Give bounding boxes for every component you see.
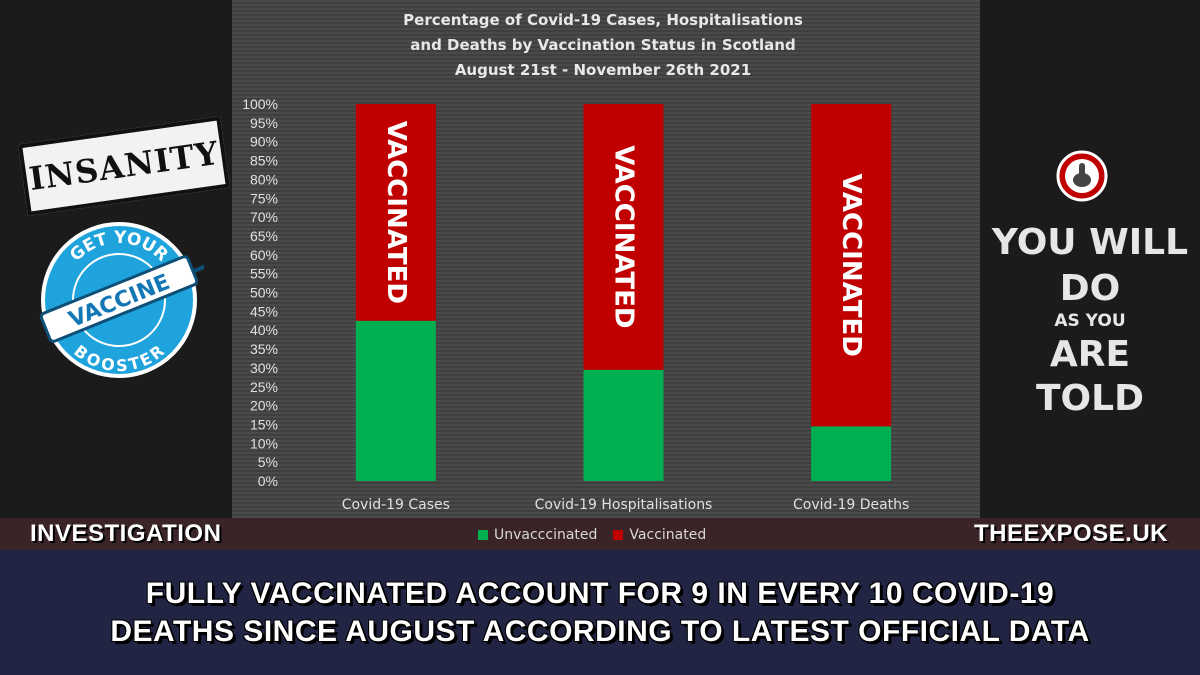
headline-line-1: FULLY VACCINATED ACCOUNT FOR 9 IN EVERY … (145, 576, 1055, 610)
y-tick-label: 75% (250, 190, 278, 206)
chart-legend: Unvacccinated Vaccinated (478, 524, 706, 546)
stamp-text: INSANITY (26, 133, 222, 199)
slogan-line-3: AS YOU (1054, 311, 1126, 331)
bars: VACCINATED VACCINATED VACCINATED (355, 104, 892, 481)
bar-chart: Percentage of Covid-19 Cases, Hospitalis… (242, 11, 910, 513)
slogan-line-2: DO (1059, 268, 1121, 309)
syringe-icon (39, 255, 204, 343)
headline-box: FULLY VACCINATED ACCOUNT FOR 9 IN EVERY … (0, 550, 1200, 675)
chart-panel: Percentage of Covid-19 Cases, Hospitalis… (232, 0, 980, 520)
legend-item-unvaccinated: Unvacccinated (478, 527, 597, 543)
y-tick-label: 20% (250, 398, 278, 414)
bar-vaccinated-3 (811, 104, 892, 427)
y-tick-label: 90% (250, 134, 278, 150)
slogan-line-4: ARE (1049, 334, 1131, 375)
y-axis-ticks: 0% 5% 10% 15% 20% 25% 30% 35% 40% 45% 50% 55% 60% 65%… (242, 96, 278, 489)
y-tick-label: 65% (250, 228, 278, 244)
site-tag: THEEXPOSE.UK (973, 520, 1168, 547)
slogan-line-1: YOU WILL (991, 222, 1189, 263)
y-tick-label: 70% (250, 209, 278, 225)
legend-swatch (478, 530, 488, 540)
y-tick-label: 35% (250, 341, 278, 357)
legend-item-vaccinated: Vaccinated (613, 527, 706, 543)
y-tick-label: 10% (250, 435, 278, 451)
y-tick-label: 95% (250, 115, 278, 131)
slogan-line-5: TOLD (1036, 378, 1144, 419)
y-tick-label: 85% (250, 153, 278, 169)
bar-unvaccinated-1 (355, 320, 436, 481)
bar-vaccinated-1 (355, 104, 436, 321)
y-tick-label: 100% (242, 96, 278, 112)
x-axis-categories: Covid-19 Cases Covid-19 Hospitalisations C… (342, 497, 910, 513)
bar-unvaccinated-2 (583, 369, 664, 481)
y-tick-label: 25% (250, 379, 278, 395)
pointing-finger-icon (1056, 150, 1108, 202)
y-tick-label: 40% (250, 322, 278, 338)
headline-line-2: DEATHS SINCE AUGUST ACCORDING TO LATEST … (110, 614, 1090, 648)
insanity-stamp: INSANITY (17, 116, 231, 216)
y-tick-label: 80% (250, 171, 278, 187)
legend-label: Unvacccinated (494, 527, 598, 543)
y-tick-label: 50% (250, 285, 278, 301)
y-tick-label: 55% (250, 266, 278, 282)
chart-title-line-2: and Deaths by Vaccination Status in Scot… (410, 36, 795, 54)
y-tick-label: 30% (250, 360, 278, 376)
x-category-label: Covid-19 Hospitalisations (535, 497, 713, 513)
y-tick-label: 0% (258, 473, 278, 489)
y-tick-label: 60% (250, 247, 278, 263)
bar-label-vaccinated: VACCINATED (609, 145, 639, 328)
x-category-label: Covid-19 Cases (342, 497, 450, 513)
chart-title: Percentage of Covid-19 Cases, Hospitalis… (403, 11, 803, 79)
caption-strip (0, 518, 1200, 550)
legend-swatch (613, 530, 624, 540)
y-tick-label: 5% (258, 454, 278, 470)
x-category-label: Covid-19 Deaths (793, 497, 909, 513)
bar-vaccinated-2 (583, 104, 664, 370)
investigation-tag: INVESTIGATION (30, 520, 222, 547)
chart-title-line-3: August 21st - November 26th 2021 (455, 61, 751, 79)
slogan-panel: YOU WILL DO AS YOU ARE TOLD (980, 0, 1200, 518)
bar-unvaccinated-3 (811, 426, 892, 481)
y-tick-label: 15% (250, 416, 278, 432)
vaccine-booster-badge: GET YOUR VACCINE BOOSTER (39, 222, 204, 378)
y-tick-label: 45% (250, 303, 278, 319)
legend-label: Vaccinated (629, 527, 707, 543)
bar-label-vaccinated: VACCINATED (381, 121, 411, 304)
bar-label-vaccinated: VACCINATED (836, 174, 866, 357)
chart-title-line-1: Percentage of Covid-19 Cases, Hospitalis… (403, 11, 803, 29)
